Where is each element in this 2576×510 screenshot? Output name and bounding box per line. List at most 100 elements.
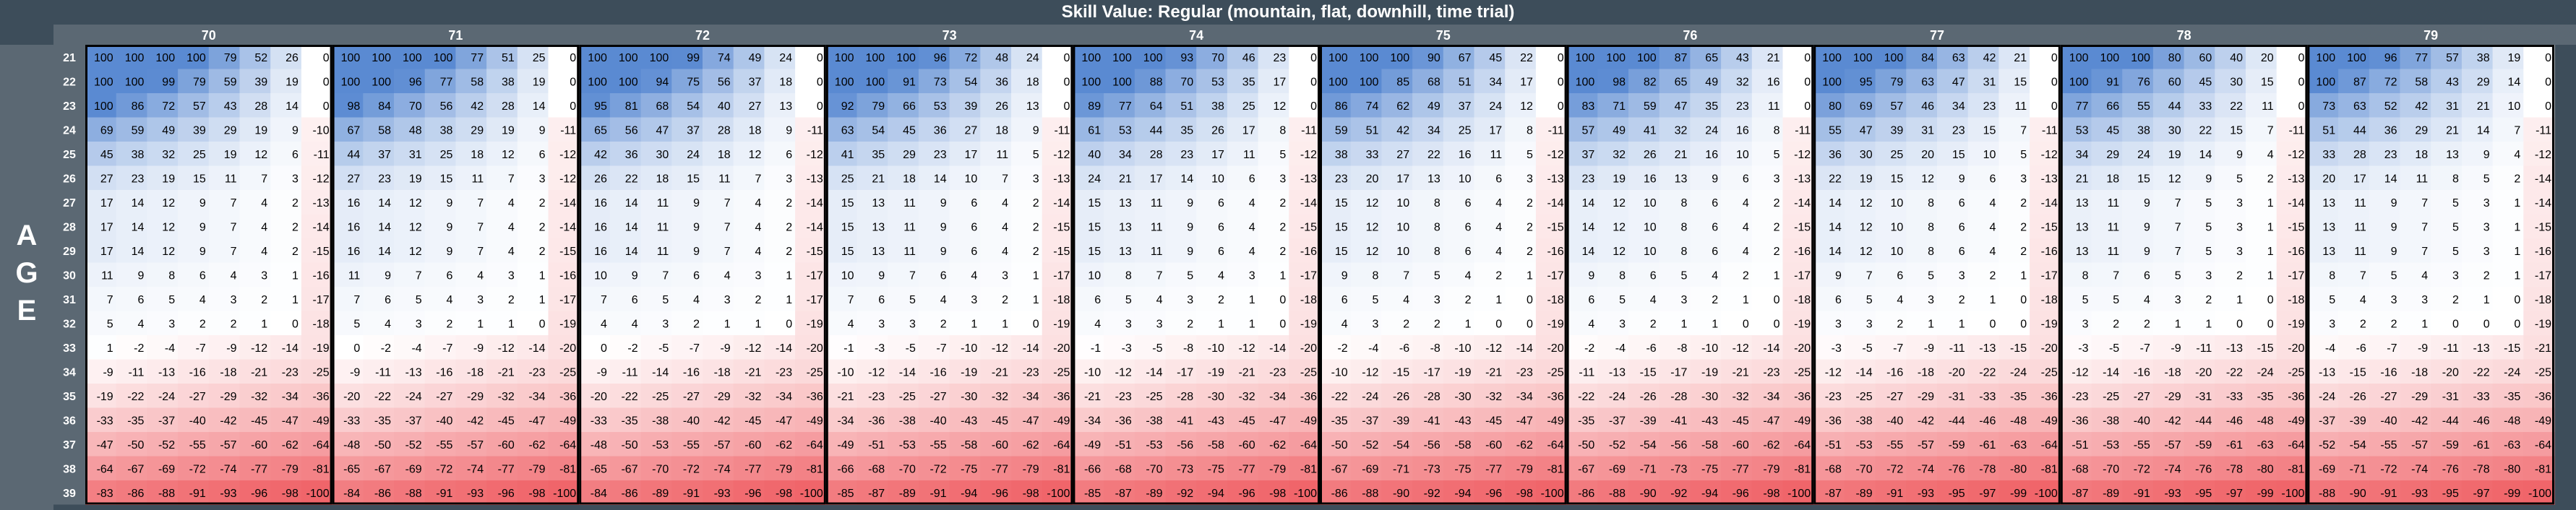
cell-value-label: 2 (292, 197, 299, 209)
cell-value-label: 17 (1489, 124, 1502, 137)
cell-value-label: 2 (539, 221, 546, 233)
cell-value-label: -88 (405, 488, 422, 500)
cell-value-label: 9 (693, 221, 700, 233)
cell-value-label: 100 (1853, 52, 1873, 64)
cell-value-label: 2 (508, 294, 515, 306)
cell-value-label: 13 (1119, 197, 1132, 209)
cell-value-label: 0 (353, 342, 360, 355)
cell-value-label: 70 (1180, 76, 1193, 88)
cell-value-label: 18 (718, 149, 731, 161)
cell-value-label: 21 (2477, 100, 2490, 113)
cell-value-label: 25 (1242, 100, 1255, 113)
cell-value-label: 76 (2137, 76, 2150, 88)
cell-value-label: -34 (1084, 415, 1101, 427)
cell-value-label: 3 (477, 294, 484, 306)
cell-value-label: 65 (1675, 76, 1688, 88)
cell-value-label: 2 (786, 197, 792, 209)
cell-value-label: -7 (690, 342, 700, 355)
cell-value-label: 49 (1613, 124, 1626, 137)
cell-value-label: 34 (1427, 124, 1441, 137)
cell-value-label: 8 (2452, 173, 2459, 185)
cell-value-label: -16 (1300, 246, 1317, 258)
cell-value-label: 5 (1125, 294, 1132, 306)
cell-value-label: 10 (1644, 221, 1657, 233)
cell-value-label: 7 (416, 269, 422, 282)
cell-value-label: 13 (1026, 100, 1039, 113)
group-header-bar (53, 25, 2576, 45)
cell-value-label: 0 (1558, 100, 1564, 113)
cell-value-label: 0 (570, 52, 576, 64)
cell-value-label: -51 (1825, 439, 1842, 451)
cell-value-label: 31 (1983, 76, 1996, 88)
heatmap-cell (1289, 69, 1321, 94)
cell-value-label: 14 (2384, 173, 2397, 185)
cell-value-label: 21 (1675, 149, 1688, 161)
cell-value-label: -42 (2411, 415, 2428, 427)
cell-value-label: -22 (621, 391, 637, 403)
cell-value-label: -12 (1547, 149, 1563, 161)
cell-value-label: 61 (1088, 124, 1101, 137)
heatmap-cell (2184, 69, 2215, 94)
cell-value-label: 18 (995, 124, 1008, 137)
cell-value-label: 6 (1712, 246, 1718, 258)
age-tick-label: 22 (63, 76, 76, 88)
cell-value-label: -5 (1862, 342, 1872, 355)
cell-value-label: 33 (1366, 149, 1379, 161)
heatmap-cell (1937, 45, 1969, 69)
cell-value-label: 2 (199, 318, 206, 330)
cell-value-label: -23 (1516, 366, 1533, 379)
cell-value-label: -23 (1763, 366, 1779, 379)
cell-value-label: -55 (683, 439, 700, 451)
cell-value-label: -72 (436, 463, 452, 475)
cell-value-label: -16 (559, 269, 576, 282)
heatmap-cell (1381, 45, 1413, 69)
age-tick-label: 38 (63, 463, 76, 475)
cell-value-label: 0 (1310, 100, 1317, 113)
cell-value-label: 73 (934, 76, 947, 88)
heatmap-cell (764, 45, 796, 69)
cell-value-label: 2 (786, 221, 792, 233)
cell-value-label: 0 (292, 318, 299, 330)
cell-value-label: 79 (193, 76, 206, 88)
cell-value-label: -16 (2041, 246, 2058, 258)
cell-value-label: 4 (446, 294, 452, 306)
cell-value-label: -45 (744, 415, 761, 427)
heatmap-cell (888, 69, 919, 94)
cell-value-label: 0 (1063, 76, 1070, 88)
cell-value-label: 100 (1360, 52, 1379, 64)
cell-value-label: -29 (467, 391, 484, 403)
cell-value-label: -33 (2473, 391, 2489, 403)
cell-value-label: -17 (312, 294, 329, 306)
cell-value-label: 4 (1650, 294, 1657, 306)
cell-value-label: -17 (559, 294, 576, 306)
cell-value-label: -9 (103, 366, 113, 379)
cell-value-label: -11 (2042, 124, 2058, 137)
cell-value-label: 18 (779, 76, 792, 88)
cell-value-label: -95 (1949, 488, 1965, 500)
cell-value-label: -89 (652, 488, 669, 500)
heatmap-cell (1535, 45, 1568, 69)
cell-value-label: 9 (1712, 173, 1718, 185)
cell-value-label: -14 (1300, 197, 1317, 209)
cell-value-label: 4 (1743, 221, 1749, 233)
cell-value-label: -15 (2350, 366, 2366, 379)
cell-value-label: 27 (965, 124, 978, 137)
cell-value-label: 2 (2020, 246, 2027, 258)
cell-value-label: -19 (1701, 366, 1718, 379)
cell-value-label: -12 (1053, 149, 1070, 161)
cell-value-label: -81 (2288, 463, 2304, 475)
cell-value-label: 2 (1650, 318, 1657, 330)
cell-value-label: 100 (2069, 76, 2089, 88)
cell-value-label: -29 (2411, 391, 2428, 403)
cell-value-label: 15 (841, 221, 854, 233)
cell-value-label: 59 (132, 124, 145, 137)
cell-value-label: -12 (559, 173, 576, 185)
cell-value-label: -47 (1269, 415, 1286, 427)
cell-value-label: -12 (498, 342, 515, 355)
cell-value-label: -22 (1979, 366, 1996, 379)
heatmap-cell (208, 45, 240, 69)
cell-value-label: -20 (2195, 366, 2212, 379)
cell-value-label: -17 (1670, 366, 1687, 379)
cell-value-label: -58 (961, 439, 977, 451)
cell-value-label: 3 (2020, 173, 2027, 185)
